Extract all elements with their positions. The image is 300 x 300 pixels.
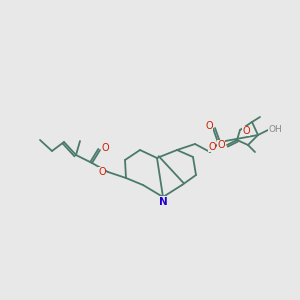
- Text: N: N: [159, 197, 167, 207]
- Text: OH: OH: [268, 125, 282, 134]
- Text: O: O: [217, 140, 225, 150]
- Text: O: O: [205, 121, 213, 131]
- Text: O: O: [208, 142, 216, 152]
- Text: O: O: [242, 126, 250, 136]
- Text: O: O: [98, 167, 106, 177]
- Text: O: O: [101, 143, 109, 153]
